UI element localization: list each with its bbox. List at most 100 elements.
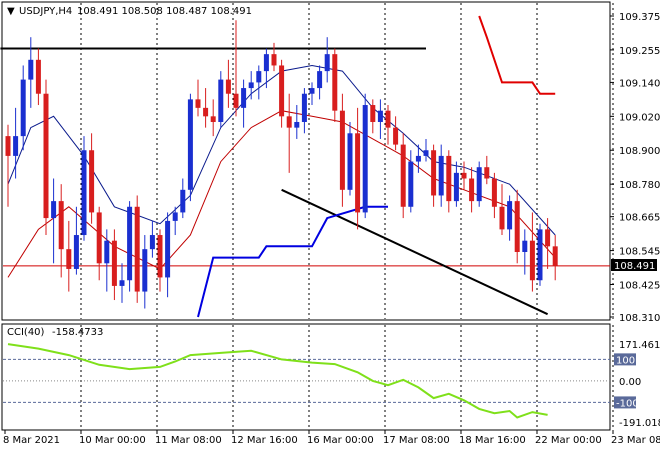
candle-bear bbox=[203, 107, 209, 117]
time-axis-layer: 8 Mar 2021 10 Mar 00:00 11 Mar 08:00 12 Mar… bbox=[3, 430, 660, 446]
candle-bear bbox=[96, 212, 102, 264]
candle-bear bbox=[545, 229, 551, 247]
candle-bull bbox=[256, 71, 262, 83]
price-tick-label: 109.255 bbox=[619, 46, 660, 57]
candle-bull bbox=[301, 93, 307, 122]
time-tick-label: 10 Mar 00:00 bbox=[79, 435, 146, 446]
candle-bear bbox=[210, 116, 216, 122]
cci-layer: 171.4612 100 0.00 -100 -191.0186 bbox=[3, 340, 660, 429]
candle-bear bbox=[400, 144, 406, 207]
candle-bull bbox=[119, 280, 125, 286]
candle-bull bbox=[309, 88, 315, 94]
candle-bull bbox=[324, 54, 330, 72]
candle-bull bbox=[180, 189, 186, 213]
candle-bear bbox=[286, 116, 292, 128]
cci-value: -158.4733 bbox=[52, 327, 103, 338]
candle-bull bbox=[187, 99, 193, 190]
candle-bear bbox=[225, 79, 231, 94]
candle-bear bbox=[461, 172, 467, 179]
cci-tick-label: 0.00 bbox=[619, 377, 641, 388]
candle-bull bbox=[415, 155, 421, 162]
candle-bull bbox=[73, 235, 79, 269]
candle-bull bbox=[13, 136, 19, 156]
candle-bear bbox=[514, 201, 520, 252]
candle-bear bbox=[271, 54, 277, 66]
price-tick-label: 109.140 bbox=[619, 78, 660, 89]
price-tick-label: 108.780 bbox=[619, 180, 660, 191]
candle-bull bbox=[218, 79, 224, 122]
cci-title: CCI(40) bbox=[7, 327, 45, 338]
candle-bull bbox=[453, 172, 459, 202]
candle-bear bbox=[484, 167, 490, 179]
cci-panel-frame bbox=[1, 323, 611, 431]
price-tick-label: 108.665 bbox=[619, 213, 660, 224]
header-symbol: USDJPY,H4 bbox=[19, 6, 72, 17]
candle-bear bbox=[385, 110, 391, 128]
price-tick-label: 109.020 bbox=[619, 112, 660, 123]
current-price-label: 108.491 bbox=[614, 261, 655, 272]
candle-bull bbox=[476, 167, 482, 202]
candle-bull bbox=[81, 150, 87, 236]
price-tick-label: 108.545 bbox=[619, 247, 660, 258]
candle-bear bbox=[5, 136, 11, 156]
candle-bull bbox=[28, 59, 34, 80]
candle-bear bbox=[58, 201, 64, 250]
candle-bull bbox=[248, 82, 254, 89]
time-tick-label: 12 Mar 16:00 bbox=[231, 435, 298, 446]
candle-bear bbox=[446, 155, 452, 202]
candle-bull bbox=[537, 229, 543, 281]
time-tick-label: 22 Mar 00:00 bbox=[535, 435, 602, 446]
candle-bear bbox=[529, 240, 535, 281]
cci-tick-label: -100 bbox=[616, 398, 639, 409]
candle-bull bbox=[408, 161, 414, 207]
candle-bull bbox=[263, 54, 269, 72]
candle-bull bbox=[104, 240, 110, 264]
grid-layer bbox=[3, 3, 614, 429]
candle-bull bbox=[438, 155, 444, 196]
candle-bear bbox=[157, 235, 163, 278]
candle-bear bbox=[339, 110, 345, 190]
candle-bear bbox=[332, 54, 338, 111]
candle-bull bbox=[507, 201, 513, 230]
candle-bull bbox=[165, 220, 171, 278]
candle-bull bbox=[127, 206, 133, 281]
candle-bear bbox=[469, 178, 475, 202]
header-ohlc: 108.491 108.508 108.487 108.491 bbox=[77, 6, 252, 17]
price-tick-label: 108.310 bbox=[619, 313, 660, 324]
time-tick-label: 18 Mar 16:00 bbox=[459, 435, 526, 446]
candle-bull bbox=[294, 121, 300, 128]
series-red-step bbox=[478, 15, 556, 95]
price-panel-frame bbox=[1, 1, 611, 321]
candle-bear bbox=[89, 150, 95, 213]
candle-bull bbox=[51, 201, 57, 219]
header-arrow-icon[interactable]: ▼ bbox=[7, 6, 15, 17]
candle-bear bbox=[355, 133, 361, 213]
candle-bull bbox=[423, 150, 429, 156]
candle-bull bbox=[317, 71, 323, 89]
candle-bear bbox=[499, 206, 505, 230]
candle-bear bbox=[279, 65, 285, 117]
candle-bull bbox=[241, 88, 247, 108]
trend-layer bbox=[0, 47, 549, 316]
candle-bull bbox=[172, 212, 178, 221]
candle-bear bbox=[393, 127, 399, 145]
cci-level-box bbox=[614, 396, 636, 409]
candle-bull bbox=[20, 79, 26, 137]
candle-bear bbox=[195, 99, 201, 108]
cci-line bbox=[7, 343, 548, 419]
price-tick-label: 108.900 bbox=[619, 146, 660, 157]
time-tick-label: 8 Mar 2021 bbox=[3, 435, 60, 446]
candle-bear bbox=[233, 93, 239, 108]
time-tick-label: 11 Mar 08:00 bbox=[155, 435, 222, 446]
time-tick-label: 17 Mar 08:00 bbox=[383, 435, 450, 446]
price-axis-layer: 109.375 109.255 109.140 109.020 108.900 108.7… bbox=[610, 12, 660, 324]
candle-bull bbox=[149, 235, 155, 250]
candle-bear bbox=[431, 150, 437, 196]
trendline-support bbox=[281, 188, 549, 316]
time-tick-label: 23 Mar 08:00 bbox=[611, 435, 660, 446]
candle-bull bbox=[522, 240, 528, 252]
price-tick-label: 108.425 bbox=[619, 280, 660, 291]
